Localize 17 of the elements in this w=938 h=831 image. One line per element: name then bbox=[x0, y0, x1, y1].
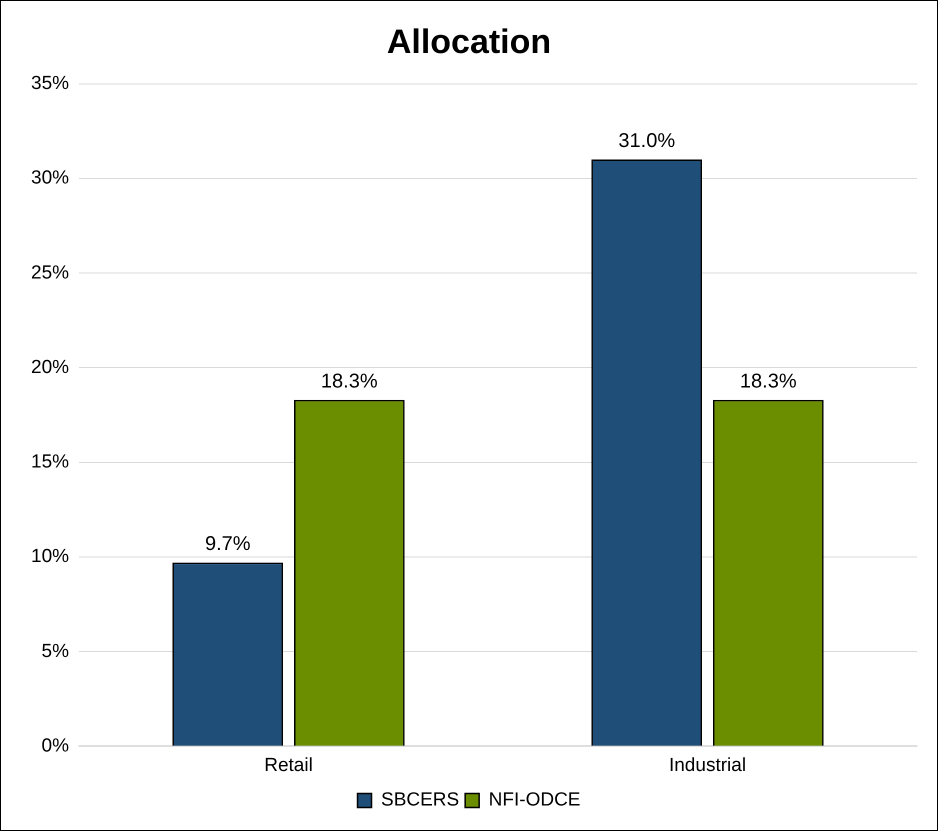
y-tick-label: 20% bbox=[30, 356, 70, 378]
x-tick-label: Industrial bbox=[668, 754, 746, 776]
y-tick-label: 10% bbox=[30, 546, 70, 568]
legend-label: NFI-ODCE bbox=[488, 790, 580, 811]
y-tick-label: 35% bbox=[30, 73, 70, 94]
data-label: 18.3% bbox=[320, 370, 378, 392]
y-tick-label: 15% bbox=[30, 452, 70, 473]
y-tick-label: 0% bbox=[42, 735, 70, 756]
data-label: 31.0% bbox=[618, 130, 676, 152]
y-tick-label: 30% bbox=[30, 168, 70, 189]
y-tick-label: 5% bbox=[42, 640, 70, 662]
data-label: 9.7% bbox=[204, 533, 251, 556]
x-tick-label: Retail bbox=[264, 754, 313, 776]
chart-title: Allocation bbox=[386, 22, 552, 61]
legend-label: SBCERS bbox=[381, 790, 460, 811]
data-label: 18.3% bbox=[740, 370, 797, 392]
y-tick-label: 25% bbox=[30, 262, 70, 284]
